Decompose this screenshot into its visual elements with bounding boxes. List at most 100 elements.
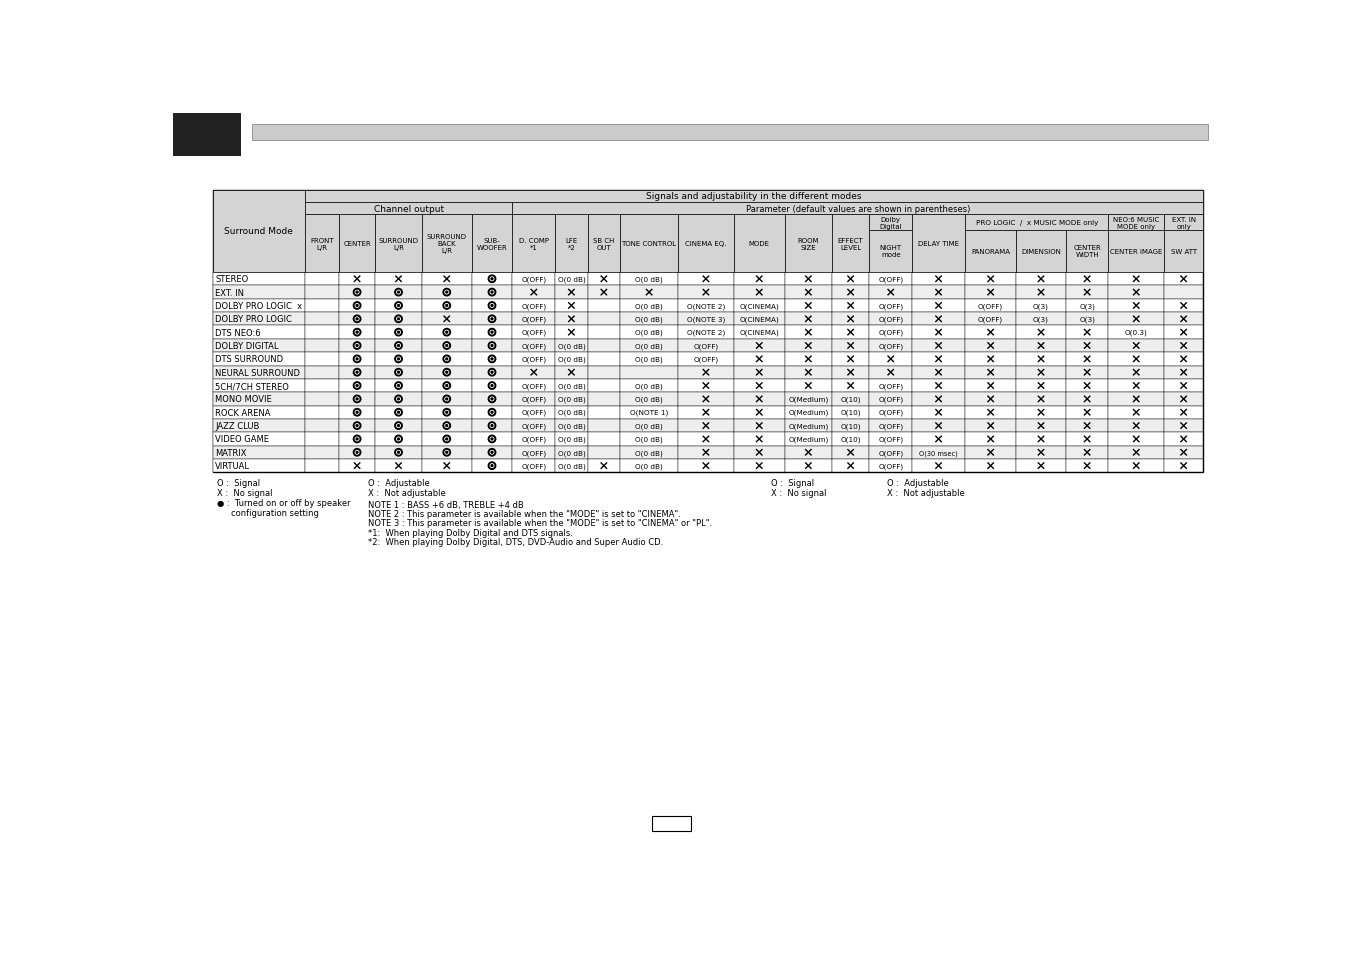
- Bar: [556, 419, 588, 433]
- Text: SW ATT: SW ATT: [1171, 249, 1197, 254]
- Bar: [621, 339, 679, 353]
- Circle shape: [356, 292, 357, 294]
- Circle shape: [491, 318, 492, 320]
- Bar: [785, 326, 832, 339]
- Bar: [869, 406, 912, 419]
- Circle shape: [488, 275, 495, 283]
- Bar: [305, 286, 339, 299]
- Text: O(OFF): O(OFF): [521, 436, 546, 443]
- Text: O(OFF): O(OFF): [521, 410, 546, 416]
- Bar: [422, 446, 472, 459]
- Bar: [375, 353, 422, 366]
- Text: O(0 dB): O(0 dB): [635, 463, 662, 470]
- Circle shape: [353, 422, 360, 430]
- Text: DOLBY DIGITAL: DOLBY DIGITAL: [214, 341, 279, 351]
- Bar: [869, 379, 912, 393]
- Circle shape: [395, 355, 402, 363]
- Text: Dolby
Digital: Dolby Digital: [880, 216, 902, 230]
- Text: O(CINEMA): O(CINEMA): [739, 316, 780, 323]
- Circle shape: [355, 371, 359, 375]
- Text: O(OFF): O(OFF): [878, 330, 904, 336]
- Circle shape: [397, 344, 401, 348]
- Circle shape: [395, 409, 402, 416]
- Text: O(OFF): O(OFF): [878, 383, 904, 390]
- Text: O(0 dB): O(0 dB): [557, 396, 585, 403]
- Text: DTS SURROUND: DTS SURROUND: [214, 355, 283, 364]
- Text: O(OFF): O(OFF): [521, 303, 546, 310]
- Circle shape: [442, 436, 451, 443]
- Bar: [305, 459, 339, 473]
- Bar: [1066, 326, 1109, 339]
- Bar: [734, 459, 785, 473]
- Bar: [734, 433, 785, 446]
- Bar: [1164, 446, 1203, 459]
- Circle shape: [356, 398, 357, 400]
- Text: O(OFF): O(OFF): [521, 423, 546, 430]
- Bar: [1109, 406, 1164, 419]
- Bar: [339, 419, 375, 433]
- Text: O(OFF): O(OFF): [521, 383, 546, 390]
- Bar: [679, 326, 734, 339]
- Bar: [422, 379, 472, 393]
- Circle shape: [491, 292, 492, 294]
- Bar: [213, 299, 305, 313]
- Bar: [422, 393, 472, 406]
- Circle shape: [355, 304, 359, 308]
- Bar: [621, 273, 679, 286]
- Text: O :  Signal: O : Signal: [217, 479, 260, 488]
- Circle shape: [395, 329, 402, 336]
- Circle shape: [353, 315, 360, 323]
- Bar: [472, 353, 513, 366]
- Bar: [1016, 353, 1066, 366]
- Bar: [339, 379, 375, 393]
- Circle shape: [356, 425, 357, 427]
- Bar: [588, 286, 621, 299]
- Circle shape: [491, 452, 492, 454]
- Text: O(0 dB): O(0 dB): [635, 343, 662, 350]
- Circle shape: [398, 412, 399, 414]
- Circle shape: [442, 302, 451, 310]
- Bar: [869, 353, 912, 366]
- Bar: [1109, 393, 1164, 406]
- Circle shape: [491, 332, 492, 334]
- Text: O(OFF): O(OFF): [878, 396, 904, 403]
- Text: DELAY TIME: DELAY TIME: [919, 241, 959, 247]
- Circle shape: [445, 452, 448, 454]
- Bar: [472, 313, 513, 326]
- Bar: [472, 433, 513, 446]
- Bar: [965, 215, 1109, 231]
- Text: CINEMA EQ.: CINEMA EQ.: [685, 241, 727, 247]
- Bar: [679, 286, 734, 299]
- Bar: [965, 419, 1016, 433]
- Bar: [785, 406, 832, 419]
- Bar: [472, 379, 513, 393]
- Circle shape: [355, 344, 359, 348]
- Circle shape: [353, 369, 360, 376]
- Bar: [912, 393, 965, 406]
- Text: *2:  When playing Dolby Digital, DTS, DVD-Audio and Super Audio CD.: *2: When playing Dolby Digital, DTS, DVD…: [368, 537, 664, 546]
- Text: O(0 dB): O(0 dB): [635, 276, 662, 283]
- Bar: [472, 273, 513, 286]
- Circle shape: [490, 317, 494, 321]
- Circle shape: [442, 289, 451, 296]
- Circle shape: [356, 332, 357, 334]
- Circle shape: [353, 289, 360, 296]
- Circle shape: [445, 357, 448, 361]
- Bar: [1109, 459, 1164, 473]
- Bar: [422, 299, 472, 313]
- Circle shape: [397, 331, 401, 335]
- Text: CENTER
WIDTH: CENTER WIDTH: [1074, 245, 1101, 258]
- Bar: [965, 433, 1016, 446]
- Bar: [1164, 326, 1203, 339]
- Circle shape: [490, 411, 494, 415]
- Bar: [832, 313, 869, 326]
- Bar: [472, 366, 513, 379]
- Bar: [912, 313, 965, 326]
- Bar: [339, 366, 375, 379]
- Text: O(OFF): O(OFF): [878, 316, 904, 323]
- Circle shape: [491, 385, 492, 387]
- Bar: [422, 313, 472, 326]
- Bar: [588, 215, 621, 273]
- Text: O(OFF): O(OFF): [878, 463, 904, 470]
- Bar: [513, 393, 556, 406]
